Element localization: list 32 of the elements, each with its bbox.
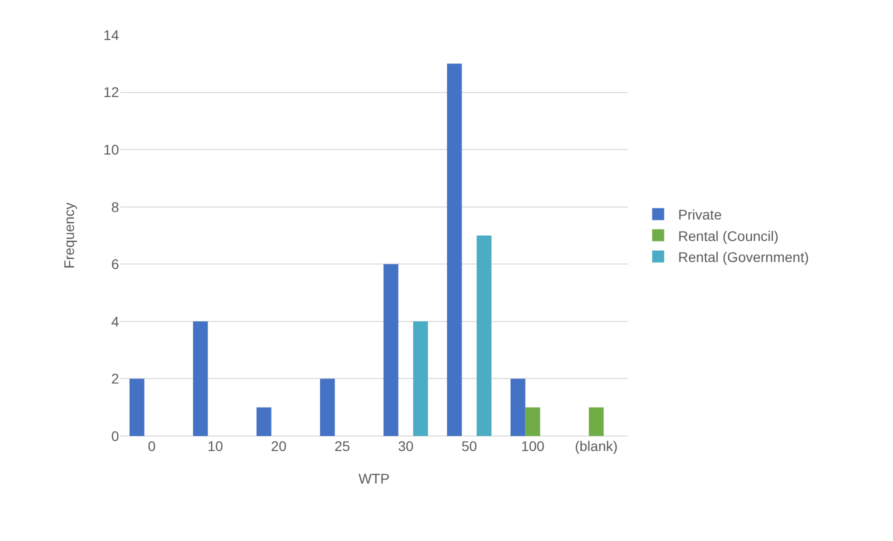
legend-label: Rental (Government) bbox=[678, 248, 809, 265]
x-tick-label: 100 bbox=[521, 438, 545, 454]
legend-label: Rental (Council) bbox=[678, 228, 779, 244]
y-tick-label: 0 bbox=[111, 428, 120, 444]
bar bbox=[413, 321, 428, 436]
bar bbox=[320, 378, 335, 436]
bar bbox=[193, 321, 208, 436]
y-tick-label: 6 bbox=[111, 256, 120, 272]
bar bbox=[588, 407, 604, 436]
y-tick-label: 8 bbox=[111, 198, 120, 215]
bar bbox=[476, 236, 492, 436]
x-tick-label: 10 bbox=[207, 438, 224, 454]
y-tick-label: 4 bbox=[111, 313, 120, 330]
y-axis-title: Frequency bbox=[61, 202, 78, 269]
y-tick-label: 2 bbox=[111, 370, 120, 387]
y-tick-label: 10 bbox=[103, 141, 120, 158]
x-tick-label: 30 bbox=[398, 438, 414, 454]
x-tick-label: 25 bbox=[334, 438, 350, 454]
y-tick-label: 14 bbox=[103, 26, 120, 43]
bar bbox=[384, 264, 398, 436]
x-tick-label: 50 bbox=[461, 438, 478, 454]
x-tick-label: (blank) bbox=[574, 438, 618, 454]
bar bbox=[256, 407, 272, 436]
y-tick-label: 12 bbox=[103, 84, 120, 100]
x-tick-label: 20 bbox=[270, 438, 287, 454]
bar bbox=[525, 407, 540, 436]
bar bbox=[510, 378, 526, 436]
bar bbox=[130, 378, 144, 436]
x-axis-title: WTP bbox=[358, 470, 390, 486]
bar bbox=[447, 64, 462, 436]
x-tick-label: 0 bbox=[148, 438, 156, 454]
legend-label: Private bbox=[678, 206, 722, 223]
